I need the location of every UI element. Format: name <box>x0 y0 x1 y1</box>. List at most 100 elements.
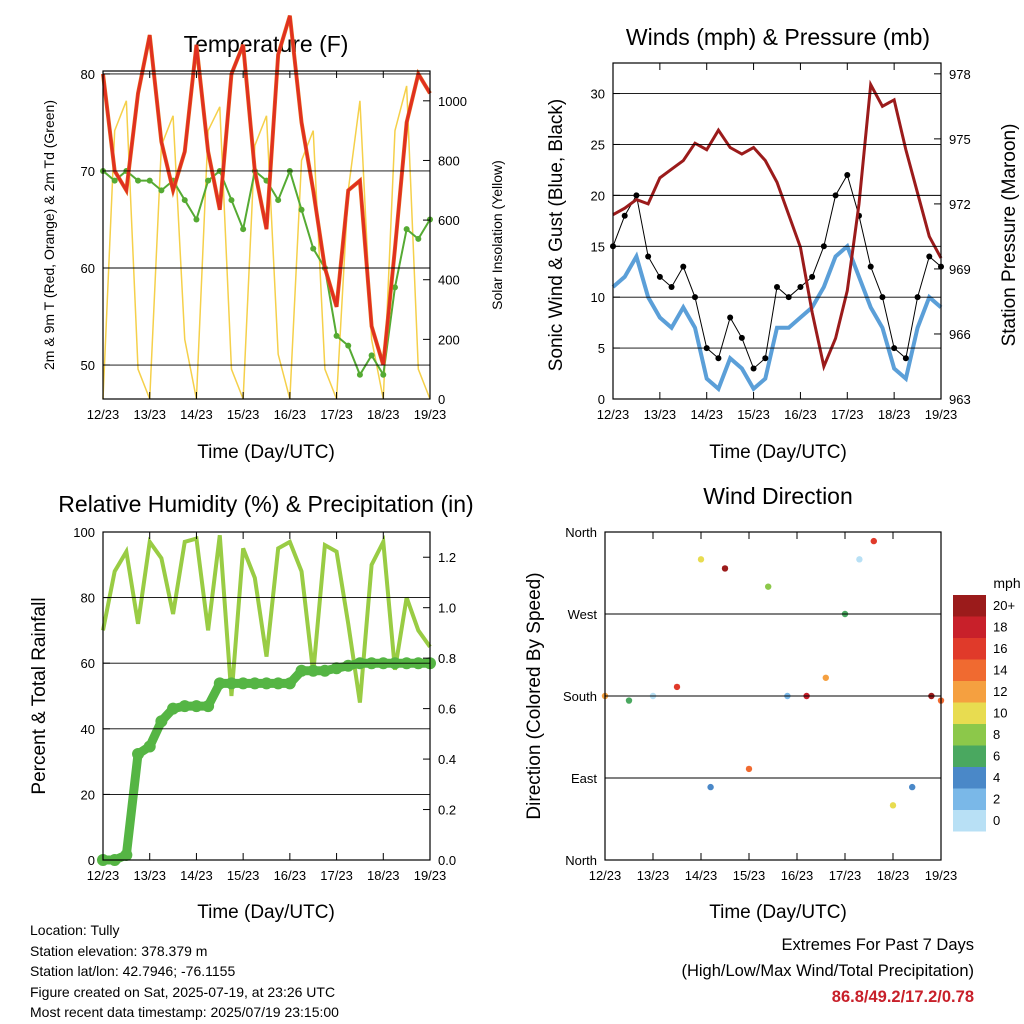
precip-point <box>330 662 343 675</box>
x-tick-label: 16/23 <box>274 407 307 422</box>
x-tick-label: 19/23 <box>925 407 958 422</box>
colorbar-swatch <box>953 810 986 832</box>
precip-point <box>202 700 215 713</box>
colorbar-swatch <box>953 767 986 789</box>
y-tick-label: North <box>565 853 597 868</box>
humidity-panel: Relative Humidity (%) & Precipitation (i… <box>29 491 474 923</box>
y-tick-label: 0 <box>598 392 605 407</box>
station-info: Location: Tully Station elevation: 378.3… <box>30 920 339 1023</box>
y2-tick-label: 963 <box>949 392 971 407</box>
wind-direction-series-layer <box>601 537 945 809</box>
precip-point <box>272 677 285 690</box>
precip-point <box>307 664 320 677</box>
y-tick-label: 10 <box>591 290 605 305</box>
precip-point <box>248 677 261 690</box>
y2-tick-label: 1.2 <box>438 550 456 565</box>
precip-point <box>132 748 145 761</box>
y-tick-label: 5 <box>598 341 605 356</box>
humidity-plot-frame <box>102 531 431 861</box>
x-tick-label: 16/23 <box>274 868 307 883</box>
x-tick-label: 15/23 <box>227 868 260 883</box>
y2-tick-label: 975 <box>949 132 971 147</box>
temperature-left-axis-label: 2m & 9m T (Red, Orange) & 2m Td (Green) <box>41 100 57 370</box>
precip-point <box>190 700 203 713</box>
direction-point <box>625 697 633 704</box>
direction-point <box>707 783 714 791</box>
y-tick-label: North <box>565 525 597 540</box>
y-tick-label: 60 <box>81 261 95 276</box>
y-tick-label: 50 <box>81 358 95 373</box>
gust-line <box>612 173 942 370</box>
y-tick-label: 70 <box>81 164 95 179</box>
precip-point <box>143 740 156 753</box>
x-tick-label: 13/23 <box>637 868 670 883</box>
y2-tick-label: 0.8 <box>438 651 456 666</box>
y2-tick-label: 0 <box>438 392 445 407</box>
colorbar-swatch <box>953 638 986 660</box>
extremes-values: 86.8/49.2/17.2/0.78 <box>831 988 974 1006</box>
wind-line <box>611 242 943 393</box>
x-tick-label: 19/23 <box>414 407 447 422</box>
colorbar-label: 16 <box>993 641 1007 656</box>
temperature-plot-frame <box>102 70 431 400</box>
dewpoint-line <box>102 167 431 378</box>
temp-2m-line <box>101 15 432 366</box>
x-tick-label: 15/23 <box>733 868 766 883</box>
direction-point <box>673 683 681 691</box>
humidity-series-layer <box>97 534 436 866</box>
x-tick-label: 16/23 <box>784 407 817 422</box>
winds-left-axis-label: Sonic Wind & Gust (Blue, Black) <box>546 99 567 371</box>
y2-tick-label: 1.0 <box>438 601 456 616</box>
x-tick-label: 18/23 <box>367 868 400 883</box>
winds-panel: Winds (mph) & Pressure (mb) 12/23 13/23 14… <box>546 24 1020 463</box>
x-tick-label: 15/23 <box>737 407 770 422</box>
colorbar-swatch <box>953 659 986 681</box>
colorbar-swatch <box>953 616 986 638</box>
y2-tick-label: 966 <box>949 327 971 342</box>
y2-tick-label: 969 <box>949 262 971 277</box>
colorbar-swatch <box>953 681 986 703</box>
x-tick-label: 13/23 <box>133 868 166 883</box>
humidity-x-axis-label: Time (Day/UTC) <box>197 902 335 923</box>
precip-point <box>120 848 133 861</box>
temperature-panel: Temperature (F) 12/23 13/23 14/23 15/23 16/2… <box>41 15 505 463</box>
precip-point <box>342 659 355 672</box>
colorbar-label: 20+ <box>993 598 1015 613</box>
x-tick-label: 17/23 <box>829 868 862 883</box>
humidity-title: Relative Humidity (%) & Precipitation (i… <box>58 491 473 517</box>
winds-series-layer <box>610 79 944 393</box>
x-tick-label: 14/23 <box>685 868 718 883</box>
y2-tick-label: 800 <box>438 153 460 168</box>
temperature-right-axis-label: Solar Insolation (Yellow) <box>489 160 505 310</box>
colorbar-swatch <box>953 702 986 724</box>
station-elevation: Station elevation: 378.379 m <box>30 942 208 959</box>
y2-tick-label: 0.6 <box>438 702 456 717</box>
x-tick-label: 18/23 <box>367 407 400 422</box>
wind-direction-x-axis-label: Time (Day/UTC) <box>709 902 847 923</box>
y-tick-label: 15 <box>591 239 605 254</box>
solar-insolation-line <box>102 85 431 400</box>
x-tick-label: 17/23 <box>320 868 353 883</box>
direction-point <box>856 556 863 563</box>
colorbar-label: 6 <box>993 749 1000 764</box>
y2-tick-label: 972 <box>949 197 971 212</box>
precip-point <box>178 700 191 713</box>
colorbar-label: 14 <box>993 663 1007 678</box>
precip-line <box>103 658 430 865</box>
colorbar-swatch <box>953 595 986 617</box>
precip-point <box>167 702 180 715</box>
direction-point <box>721 565 729 572</box>
y-tick-label: 20 <box>591 188 605 203</box>
winds-title: Winds (mph) & Pressure (mb) <box>626 24 930 50</box>
y-tick-label: 40 <box>81 722 95 737</box>
x-tick-label: 16/23 <box>781 868 814 883</box>
winds-x-axis-label: Time (Day/UTC) <box>709 442 847 463</box>
y-tick-label: 25 <box>591 137 605 152</box>
x-tick-label: 14/23 <box>180 868 213 883</box>
x-tick-label: 13/23 <box>644 407 677 422</box>
x-tick-label: 12/23 <box>87 407 120 422</box>
y-tick-label: 80 <box>81 67 95 82</box>
y2-tick-label: 1000 <box>438 94 467 109</box>
y-tick-label: 0 <box>88 853 95 868</box>
